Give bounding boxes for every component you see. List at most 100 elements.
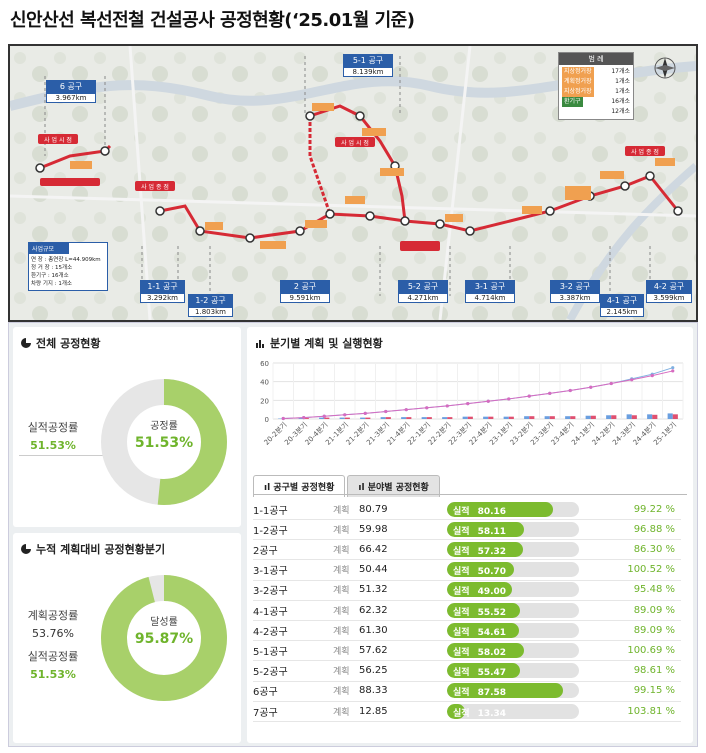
- legend-item: 12개소: [611, 108, 630, 115]
- series-point: [486, 399, 490, 403]
- bar-actual: [324, 417, 330, 419]
- section-name: 5-2공구: [253, 667, 288, 679]
- row-divider: [253, 680, 681, 682]
- card-header: 누적 계획대비 공정현황분기: [21, 541, 165, 557]
- bar-plan: [606, 415, 612, 419]
- table-row: 5-2공구 계획 56.25 실적 55.47 98.61 %: [253, 661, 681, 681]
- actual-label: 실적 13.34: [453, 708, 507, 719]
- section-label: 5-2 공구 4.271km: [398, 280, 448, 303]
- quarterly-card: 분기별 계획 및 실행현황 0 20 40 60 20-2분기 20-3분기 20-4분기 2…: [247, 327, 693, 743]
- section-label: 1-1 공구 3.292km: [140, 280, 185, 303]
- actual-label: 실적 58.11: [453, 526, 507, 537]
- stat-label: 계획공정률: [27, 609, 79, 622]
- actual-progress-fill: [447, 562, 514, 578]
- section-name: 4-1공구: [253, 606, 288, 618]
- plan-label: 계획: [333, 606, 350, 617]
- series-point: [322, 414, 326, 418]
- achievement-rate: 103.81 %: [627, 705, 675, 717]
- row-divider: [253, 579, 681, 581]
- series-line: [283, 370, 673, 420]
- achievement-rate: 89.09 %: [633, 624, 675, 636]
- bar-plan: [360, 417, 366, 419]
- card-header: 분기별 계획 및 실행현황: [255, 335, 383, 351]
- section-name: 5-1공구: [253, 646, 288, 658]
- row-divider: [253, 620, 681, 621]
- actual-progress-bar: 실적 54.61: [447, 622, 579, 638]
- y-tick-label: 20: [260, 397, 269, 405]
- plan-value: 66.42: [359, 543, 388, 555]
- tab-label: 분야별 공정현황: [367, 483, 429, 493]
- series-point: [568, 388, 572, 393]
- plan-value: 88.33: [359, 685, 388, 697]
- bar-actual: [488, 416, 494, 419]
- bar-plan: [544, 416, 550, 419]
- bar-actual: [652, 414, 658, 419]
- actual-progress-bar: 실적 55.52: [447, 602, 579, 618]
- tab-label: 공구별 공정현황: [273, 483, 335, 493]
- actual-label: 실적 54.61: [453, 627, 507, 638]
- pie-icon: [21, 544, 31, 554]
- quarterly-chart: 020406020-2분기20-3분기20-4분기21-1분기21-2분기21-…: [260, 360, 684, 447]
- series-point: [527, 394, 531, 398]
- tab-by-field[interactable]: ıl 분야별 공정현황: [347, 475, 440, 497]
- tab-by-section[interactable]: ıl 공구별 공정현황: [253, 475, 346, 497]
- donut-progress-arc: [101, 379, 227, 505]
- bar-actual: [508, 416, 514, 419]
- bar-actual: [467, 416, 473, 419]
- plan-value: 12.85: [359, 705, 388, 717]
- row-divider: [253, 660, 681, 662]
- section-name: 2공구: [253, 545, 278, 557]
- donut-center-value: 95.87%: [134, 631, 194, 647]
- table-row: 4-2공구 계획 61.30 실적 54.61 89.09 %: [253, 620, 681, 640]
- donut-center-label: 공정률: [150, 421, 178, 432]
- table-row: 6공구 계획 88.33 실적 87.58 99.15 %: [253, 681, 681, 701]
- actual-label: 실적 80.16: [453, 506, 507, 517]
- bar-plan: [565, 416, 571, 419]
- table-row: 1-1공구 계획 80.79 실적 80.16 99.22 %: [253, 499, 681, 519]
- plan-label: 계획: [333, 707, 350, 718]
- bar-actual: [590, 415, 596, 419]
- section-label: 3-2 공구 3.387km: [550, 280, 600, 303]
- actual-progress-fill: [447, 663, 521, 679]
- y-tick-label: 60: [260, 360, 269, 368]
- achievement-rate: 99.15 %: [633, 685, 675, 697]
- achievement-rate: 96.88 %: [633, 523, 675, 535]
- achievement-rate: 86.30 %: [633, 543, 675, 555]
- section-name: 1-1공구: [253, 505, 288, 517]
- section-label: 4-2 공구 3.599km: [646, 280, 692, 303]
- section-name: 6공구: [253, 687, 278, 699]
- stat-value: 53.76%: [32, 627, 74, 640]
- actual-label: 실적 87.58: [453, 688, 507, 699]
- actual-stat: 실적공정률 51.53%: [19, 648, 87, 681]
- actual-progress-fill: [447, 582, 512, 598]
- bar-actual: [672, 414, 678, 419]
- bar-plan: [421, 417, 427, 419]
- bar-actual: [385, 417, 391, 419]
- series-point: [466, 402, 470, 406]
- donut-center: 공정률 51.53%: [99, 417, 229, 451]
- plan-label: 계획: [333, 566, 350, 577]
- tab-bar: ıl 공구별 공정현황 ıl 분야별 공정현황: [253, 475, 440, 497]
- series-point: [302, 416, 306, 420]
- plan-stat: 계획공정률 53.76%: [19, 607, 87, 640]
- actual-progress-fill: [447, 703, 465, 719]
- compass-icon: [654, 57, 676, 79]
- achievement-rate: 100.69 %: [627, 644, 675, 656]
- map-area-label: 사 업 종 점: [631, 148, 659, 156]
- section-label: 5-1 공구 8.139km: [343, 54, 393, 77]
- section-label: 6 공구 3.967km: [46, 80, 96, 103]
- actual-label: 실적 55.52: [453, 607, 507, 618]
- table-row: 5-1공구 계획 57.62 실적 58.02 100.69 %: [253, 640, 681, 660]
- bar-plan: [503, 416, 509, 419]
- series-point: [445, 404, 449, 408]
- actual-progress-fill: [447, 501, 553, 517]
- plan-value: 61.30: [359, 624, 388, 636]
- bar-plan: [585, 415, 591, 419]
- donut-center-value: 51.53%: [134, 435, 194, 451]
- actual-progress-bar: 실적 50.70: [447, 562, 579, 578]
- stat-label: 실적공정률: [27, 650, 79, 663]
- table-row: 1-2공구 계획 59.98 실적 58.11 96.88 %: [253, 519, 681, 539]
- bar-actual: [303, 418, 309, 419]
- actual-progress-fill: [447, 541, 523, 557]
- series-point: [650, 374, 654, 378]
